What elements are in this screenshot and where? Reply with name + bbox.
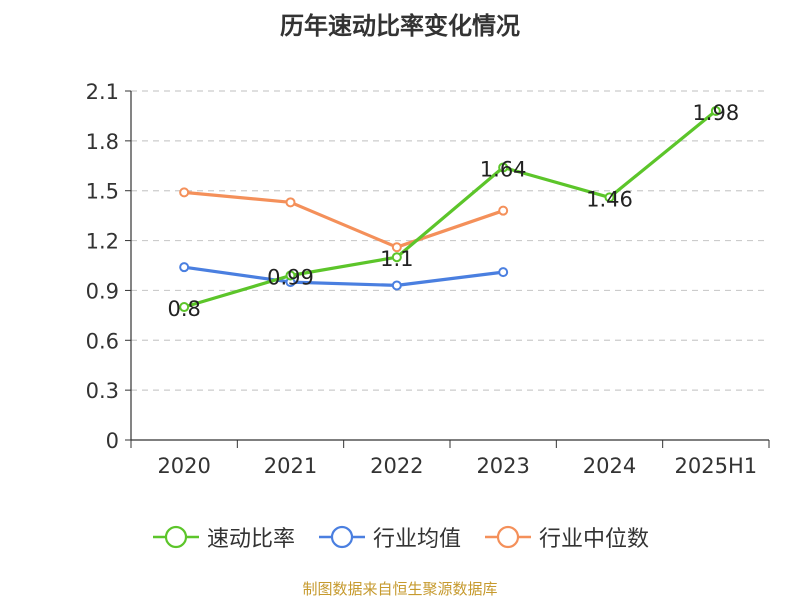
data-point (498, 267, 509, 278)
y-tick-label: 0.9 (86, 279, 119, 303)
legend-circle (164, 525, 188, 549)
legend-line-circle-icon (318, 525, 365, 549)
series-line (184, 190, 504, 249)
data-point (498, 205, 509, 216)
source-note: 制图数据来自恒生聚源数据库 (302, 580, 498, 598)
legend-item[interactable]: 行业均值 (317, 521, 461, 553)
data-point (391, 242, 402, 253)
data-point (285, 270, 296, 281)
data-label: 1.64 (480, 157, 527, 181)
y-tick-label: 2.1 (86, 80, 119, 104)
data-point (391, 252, 402, 263)
y-tick-label: 1.2 (86, 230, 119, 254)
legend-item[interactable]: 行业中位数 (483, 521, 649, 553)
legend-circle (496, 525, 520, 549)
legend-item[interactable]: 速动比率 (151, 521, 295, 553)
data-label: 0.99 (267, 265, 314, 289)
data-point (285, 197, 296, 208)
data-point (498, 162, 509, 173)
data-point (710, 105, 721, 116)
data-point (604, 192, 615, 203)
chart-legend: 速动比率 行业均值 行业中位数 (0, 522, 800, 552)
data-labels: 0.8 0.99 1.1 1.64 1.46 1.98 (167, 101, 739, 321)
series-lines (179, 105, 721, 313)
series-line (183, 265, 504, 287)
y-tick-label: 0.6 (86, 329, 119, 353)
data-label: 1.1 (380, 247, 413, 271)
x-tick-label: 2023 (476, 454, 529, 478)
x-tick-label: 2021 (264, 454, 317, 478)
x-tick-label: 2024 (583, 454, 636, 478)
data-point (391, 280, 402, 291)
data-label: 1.98 (692, 101, 739, 125)
x-tick-label: 2025H1 (675, 454, 758, 478)
chart-title: 历年速动比率变化情况 (280, 12, 520, 40)
data-point (179, 262, 190, 273)
y-tick-label: 1.8 (86, 130, 119, 154)
legend-label: 行业均值 (372, 527, 461, 552)
series-line (183, 109, 717, 309)
legend-circle (330, 525, 354, 549)
data-point (179, 187, 190, 198)
legend-label: 行业中位数 (539, 527, 650, 552)
grid-lines (131, 90, 769, 391)
x-tick-label: 2022 (370, 454, 423, 478)
y-tick-label: 1.5 (86, 180, 119, 204)
data-point (179, 302, 190, 313)
legend-line-circle-icon (152, 525, 199, 549)
y-tick-label: 0.3 (86, 379, 119, 403)
legend-label: 速动比率 (206, 527, 295, 552)
legend-line-circle-icon (485, 525, 531, 549)
x-tick-label: 2020 (157, 454, 210, 478)
axes: 0 0.3 0.6 0.9 1.2 1.5 1.8 2.1 2020 2021 2022 2023 20… (86, 80, 770, 478)
data-label: 1.46 (586, 187, 633, 211)
y-tick-label: 0 (106, 429, 119, 453)
data-label: 0.8 (167, 297, 200, 321)
